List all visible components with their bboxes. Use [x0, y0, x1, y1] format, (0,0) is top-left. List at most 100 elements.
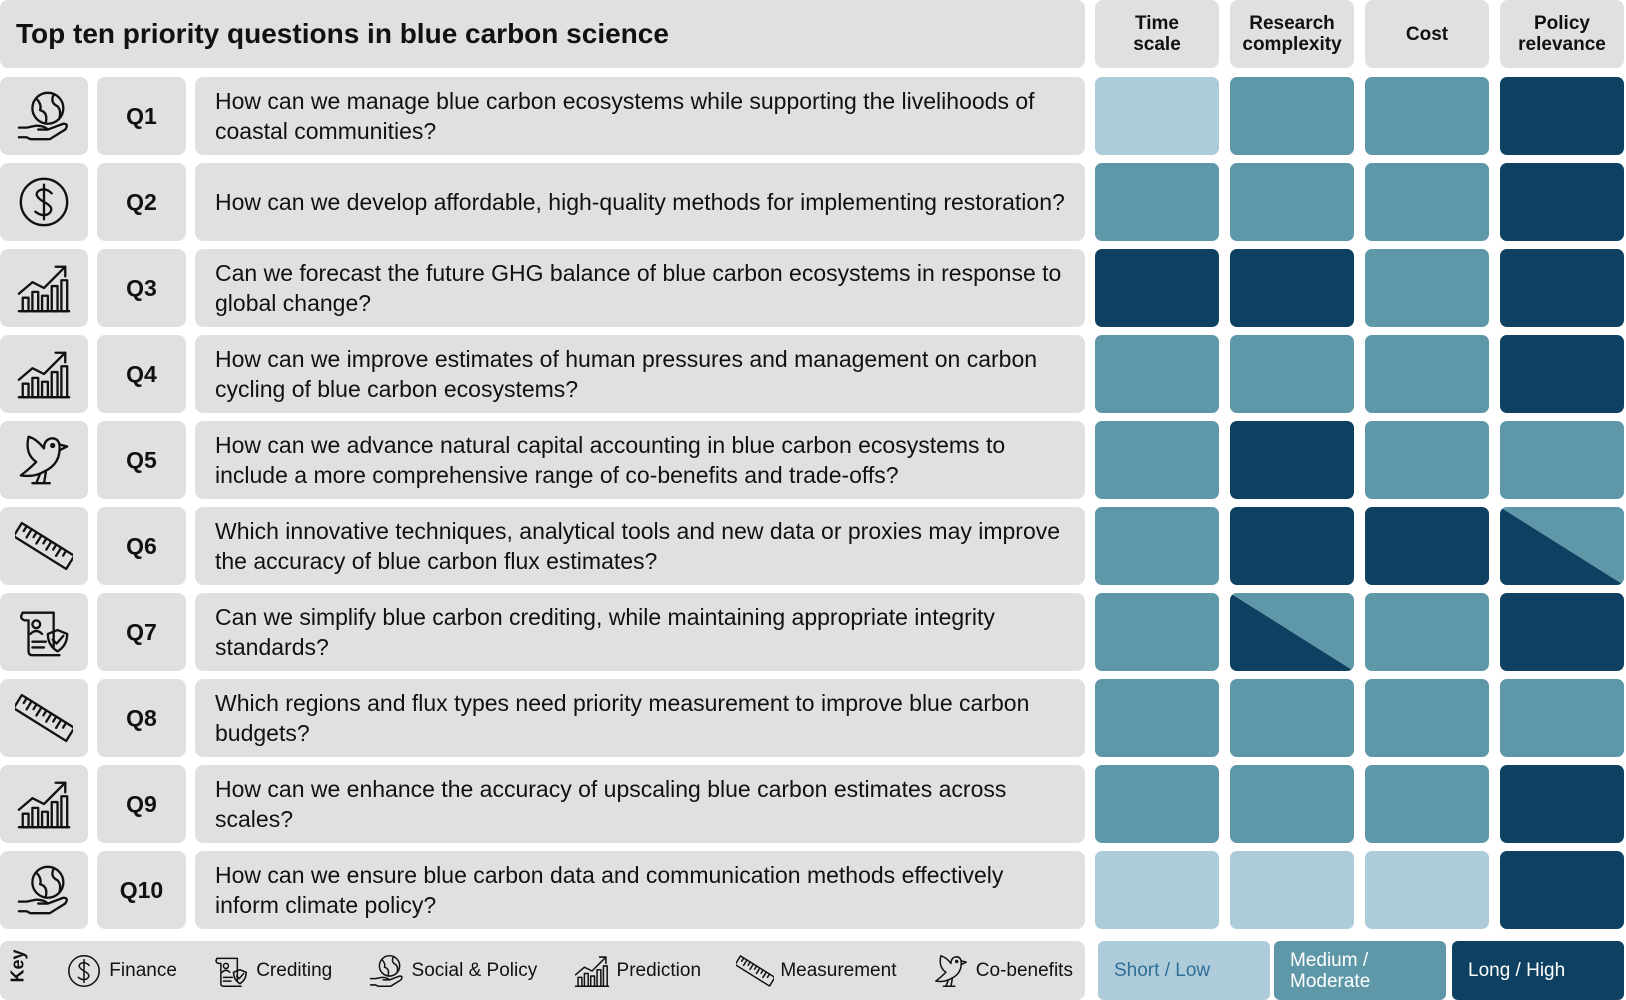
question-id: Q9 [97, 765, 186, 843]
rating-cell [1365, 77, 1489, 155]
question: How can we develop affordable, high-qual… [195, 163, 1085, 241]
rating-cell [1500, 765, 1624, 843]
question: Can we simplify blue carbon crediting, w… [195, 593, 1085, 671]
rating-cell [1500, 593, 1624, 671]
icon-shape [15, 523, 73, 569]
rating-cell [1500, 163, 1624, 241]
column-header: Research complexity [1230, 0, 1354, 68]
rating-cell [1365, 679, 1489, 757]
icon-shape [15, 695, 73, 741]
rating-cell [1230, 593, 1354, 671]
icon [932, 952, 970, 990]
rating-cell [1500, 679, 1624, 757]
rating-cell [1095, 851, 1219, 929]
rating-cell [1500, 507, 1624, 585]
icon-shape [216, 958, 246, 986]
question-id: Q5 [97, 421, 186, 499]
rating-cell [1500, 421, 1624, 499]
key-item: Crediting [212, 952, 332, 990]
rating-cell [1230, 507, 1354, 585]
rating-cell [1095, 593, 1219, 671]
rating-cell [1230, 249, 1354, 327]
rating-cell [1365, 163, 1489, 241]
question-id: Q2 [97, 163, 186, 241]
rating-cell [1095, 507, 1219, 585]
title: Top ten priority questions in blue carbo… [0, 0, 1085, 68]
icon-shape [19, 353, 69, 397]
key-item: Finance [65, 952, 177, 990]
icon [368, 952, 406, 990]
rating-cell [1230, 421, 1354, 499]
icon-shape [19, 867, 67, 913]
rating-cell [1095, 679, 1219, 757]
icon-box [0, 765, 88, 843]
icon-shape [69, 955, 99, 985]
question: How can we ensure blue carbon data and c… [195, 851, 1085, 929]
icon [65, 952, 103, 990]
icon-shape [21, 437, 67, 483]
icon-shape [936, 955, 966, 985]
column-header: Policy relevance [1500, 0, 1624, 68]
question: How can we improve estimates of human pr… [195, 335, 1085, 413]
icon-box [0, 851, 88, 929]
rating-cell [1095, 421, 1219, 499]
key-item: Co-benefits [932, 952, 1073, 990]
rating-cell [1230, 851, 1354, 929]
icon-shape [19, 267, 69, 311]
rating-cell [1230, 765, 1354, 843]
key-item-label: Measurement [780, 959, 897, 981]
icon-box [0, 593, 88, 671]
icon-box [0, 507, 88, 585]
key-item-label: Prediction [616, 959, 702, 981]
question: How can we advance natural capital accou… [195, 421, 1085, 499]
rating-cell [1500, 77, 1624, 155]
key-bar: Key Finance Crediting Social & Policy Predic… [0, 941, 1085, 1000]
icon-shape [736, 955, 774, 985]
icon-shape [21, 179, 67, 225]
icon [15, 861, 73, 919]
column-header: Cost [1365, 0, 1489, 68]
rating-cell [1365, 421, 1489, 499]
rating-cell [1500, 249, 1624, 327]
key-item-label: Social & Policy [411, 959, 538, 981]
key-item-label: Crediting [256, 959, 333, 981]
rating-cell [1365, 335, 1489, 413]
rating-cell [1230, 163, 1354, 241]
rating-cell [1365, 249, 1489, 327]
question: Which innovative techniques, analytical … [195, 507, 1085, 585]
rating-cell [1230, 679, 1354, 757]
key-label: Key [7, 949, 28, 983]
icon-box [0, 335, 88, 413]
rating-cell [1365, 765, 1489, 843]
icon-shape [21, 613, 67, 656]
question: Can we forecast the future GHG balance o… [195, 249, 1085, 327]
icon [15, 603, 73, 661]
question-id: Q4 [97, 335, 186, 413]
rating-cell [1095, 249, 1219, 327]
rating-cell [1365, 507, 1489, 585]
key-item-label: Finance [109, 959, 177, 981]
rating-cell [1500, 335, 1624, 413]
icon-box [0, 163, 88, 241]
question-id: Q3 [97, 249, 186, 327]
rating-cell [1230, 335, 1354, 413]
key-item-label: Co-benefits [975, 959, 1073, 981]
icon [15, 689, 73, 747]
icon-box [0, 421, 88, 499]
rating-part [1230, 593, 1354, 671]
rating-cell [1500, 851, 1624, 929]
icon [15, 431, 73, 489]
question: Which regions and flux types need priori… [195, 679, 1085, 757]
question: How can we enhance the accuracy of upsca… [195, 765, 1085, 843]
icon-shape [575, 957, 608, 986]
split-rating [1230, 593, 1354, 671]
rating-cell [1095, 77, 1219, 155]
split-rating [1500, 507, 1624, 585]
icon [573, 952, 611, 990]
question: How can we manage blue carbon ecosystems… [195, 77, 1085, 155]
rating-cell [1095, 335, 1219, 413]
icon [15, 173, 73, 231]
column-header: Time scale [1095, 0, 1219, 68]
question-id: Q10 [97, 851, 186, 929]
